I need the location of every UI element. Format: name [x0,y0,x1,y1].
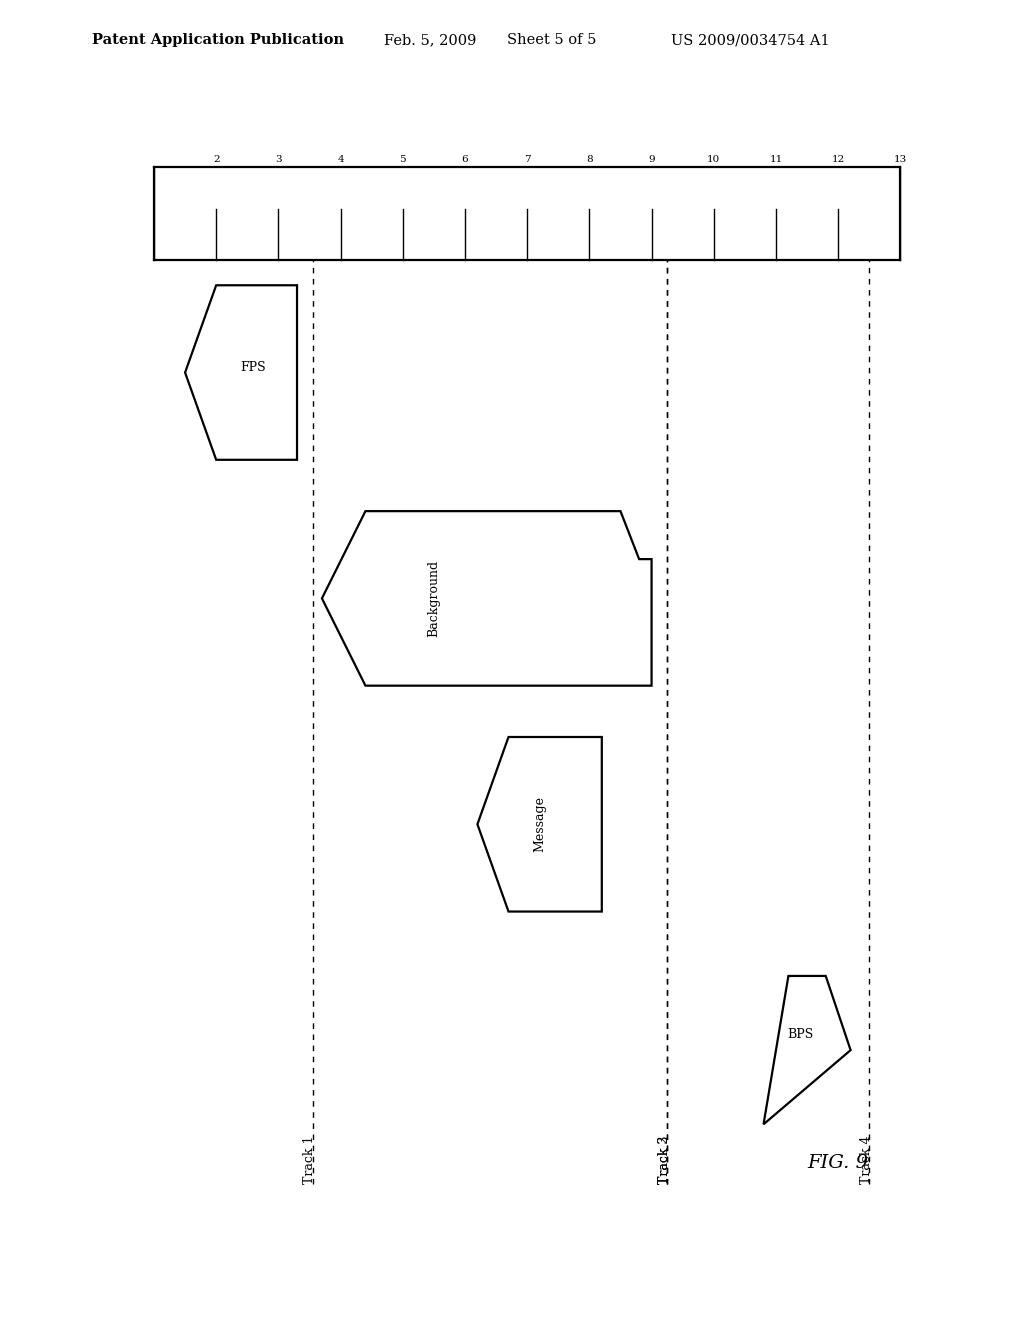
Text: FPS: FPS [241,360,266,374]
Text: 5: 5 [399,156,407,164]
Text: 10: 10 [708,156,721,164]
Text: US 2009/0034754 A1: US 2009/0034754 A1 [671,33,829,48]
Text: 7: 7 [524,156,530,164]
Text: 13: 13 [894,156,907,164]
Text: 12: 12 [831,156,845,164]
Text: Message: Message [534,796,546,853]
Text: Background: Background [427,560,440,638]
Text: Track 1: Track 1 [303,1135,316,1184]
Text: 4: 4 [337,156,344,164]
Text: Track 2: Track 2 [657,1135,671,1184]
Text: Sheet 5 of 5: Sheet 5 of 5 [507,33,596,48]
Text: BPS: BPS [787,1028,814,1041]
Text: 8: 8 [586,156,593,164]
Text: Feb. 5, 2009: Feb. 5, 2009 [384,33,476,48]
Text: Patent Application Publication: Patent Application Publication [92,33,344,48]
Text: Track 4: Track 4 [860,1135,872,1184]
Text: 2: 2 [213,156,219,164]
Text: FIG. 9: FIG. 9 [808,1154,868,1172]
Text: 11: 11 [769,156,782,164]
Text: 3: 3 [275,156,282,164]
Text: 6: 6 [462,156,468,164]
Text: 9: 9 [648,156,655,164]
Text: Track 3: Track 3 [657,1135,671,1184]
